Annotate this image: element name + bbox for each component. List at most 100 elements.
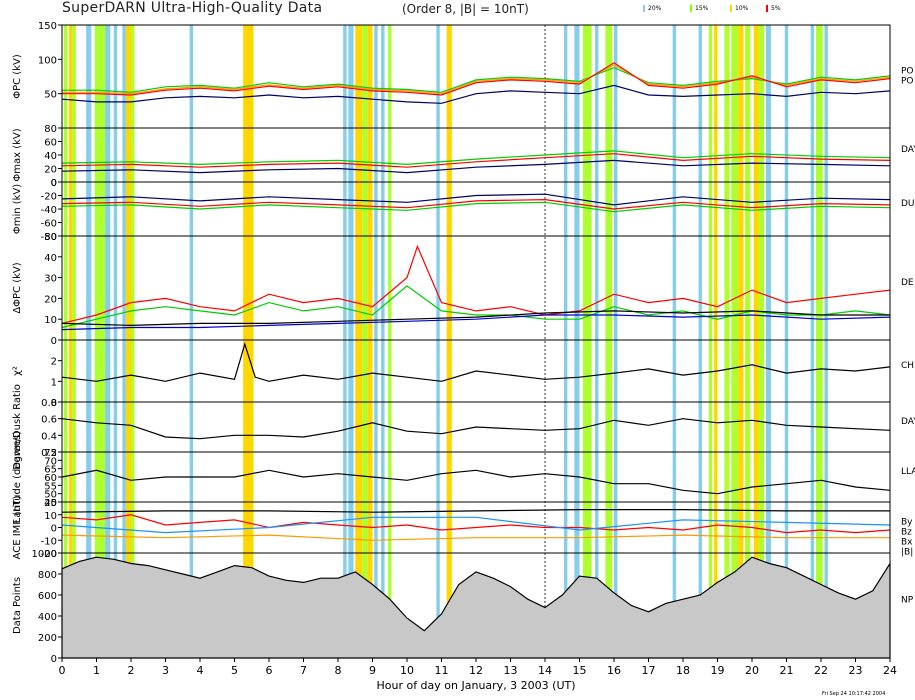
time-band [765,25,771,658]
time-band [343,25,347,658]
y-tick-label: 20 [44,165,57,176]
series-line [61,310,890,327]
page-title: SuperDARN Ultra-High-Quality Data [62,0,323,16]
time-band [824,25,828,658]
series-line [62,62,891,96]
y-axis-label: Φmax (kV) [12,128,23,181]
x-tick-label: 19 [711,664,725,677]
time-band [563,25,568,658]
time-band [672,25,677,658]
y-tick-label: 0 [51,336,57,347]
y-tick-label: 60 [44,138,57,149]
time-band [388,25,392,658]
x-tick-label: 22 [814,664,828,677]
y-tick-label: 60 [44,473,57,484]
time-band [784,25,789,658]
time-band [446,25,452,658]
series-line [61,516,891,534]
series-line [61,514,891,534]
y-tick-label: -20 [41,549,57,560]
x-tick-label: 6 [266,664,273,677]
x-tick-label: 7 [300,664,307,677]
x-tick-label: 9 [369,664,376,677]
series-line [61,342,891,382]
y-tick-label: 2 [51,357,57,368]
right-label: DAY [901,145,915,155]
y-tick-label: 0.2 [41,448,57,459]
x-tick-label: 18 [676,664,690,677]
x-axis-label: Hour of day on January, 3 2003 (UT) [376,679,575,692]
y-tick-label: 80 [44,124,57,135]
time-band [436,25,440,658]
y-tick-label: 0.8 [41,398,57,409]
y-axis-label: Dawn/Dusk Ratio [12,384,23,470]
y-tick-label: 65 [44,465,57,476]
y-tick-label: 0 [51,178,57,189]
x-tick-label: 3 [162,664,169,677]
time-band [582,25,592,658]
x-tick-label: 21 [780,664,794,677]
panel-phi-min: 0 -20 -40 -60 -80 Φmin (kV) DU [12,178,915,243]
right-label: Bx [901,538,913,548]
series-line [61,84,891,104]
x-tick-label: 4 [197,664,204,677]
time-band [131,25,135,658]
time-band [243,25,254,658]
x-tick-label: 24 [883,664,897,677]
time-band [753,25,759,658]
right-label: DAY [901,417,915,427]
series-line [61,418,891,440]
time-band [810,25,815,658]
time-band [122,25,126,658]
panel-dawn-dusk-ratio: 0.8 0.6 0.4 0.2 Dawn/Dusk Ratio DAY [12,384,915,470]
y-tick-label: 0 [51,398,57,409]
right-label: DE [901,278,914,288]
time-band [724,25,730,658]
y-tick-label: 600 [38,591,57,602]
y-tick-label: 0 [51,524,57,535]
time-band [698,25,702,658]
time-band [605,25,613,658]
series-line [61,150,891,166]
time-band [125,25,131,658]
time-band [113,25,118,658]
time-band [189,25,194,658]
legend-item: 15% [690,5,708,12]
y-tick-label: 150 [38,21,57,32]
time-band [614,25,618,658]
y-tick-label: 55 [44,481,57,492]
panel-data-points: 1000 800 600 400 200 0 Data Points NP [12,549,914,665]
series-line [62,64,891,95]
y-tick-label: 45 [44,498,57,509]
x-tick-label: 13 [504,664,518,677]
x-tick-label: 16 [607,664,621,677]
right-label: CH [901,361,914,371]
y-tick-label: 40 [44,253,57,264]
legend-item: 5% [766,5,781,12]
band-group [63,25,828,658]
right-label: By [901,518,913,528]
y-axis-label: ΔΦPC (kV) [12,262,23,313]
y-tick-label: 1 [51,377,57,388]
y-tick-label: -60 [41,219,57,230]
y-tick-label: 1000 [32,549,57,560]
time-band [374,25,378,658]
series-line [61,159,891,174]
right-label: NP [901,596,914,606]
time-band [355,25,363,658]
time-band [72,25,76,658]
y-tick-label: -10 [41,536,57,547]
y-tick-label: 50 [44,90,57,101]
y-tick-label: 0 [51,654,57,665]
page-subtitle: (Order 8, |B| = 10nT) [402,2,529,16]
x-tick-label: 20 [745,664,759,677]
y-tick-label: 75 [44,448,57,459]
series-line [61,534,890,541]
y-axis-label: ACE IMF (nT) [12,495,23,559]
series-line [61,244,891,324]
time-band [68,25,73,658]
y-axis-label: Φmin (kV) [12,184,23,234]
y-tick-label: 40 [44,151,57,162]
